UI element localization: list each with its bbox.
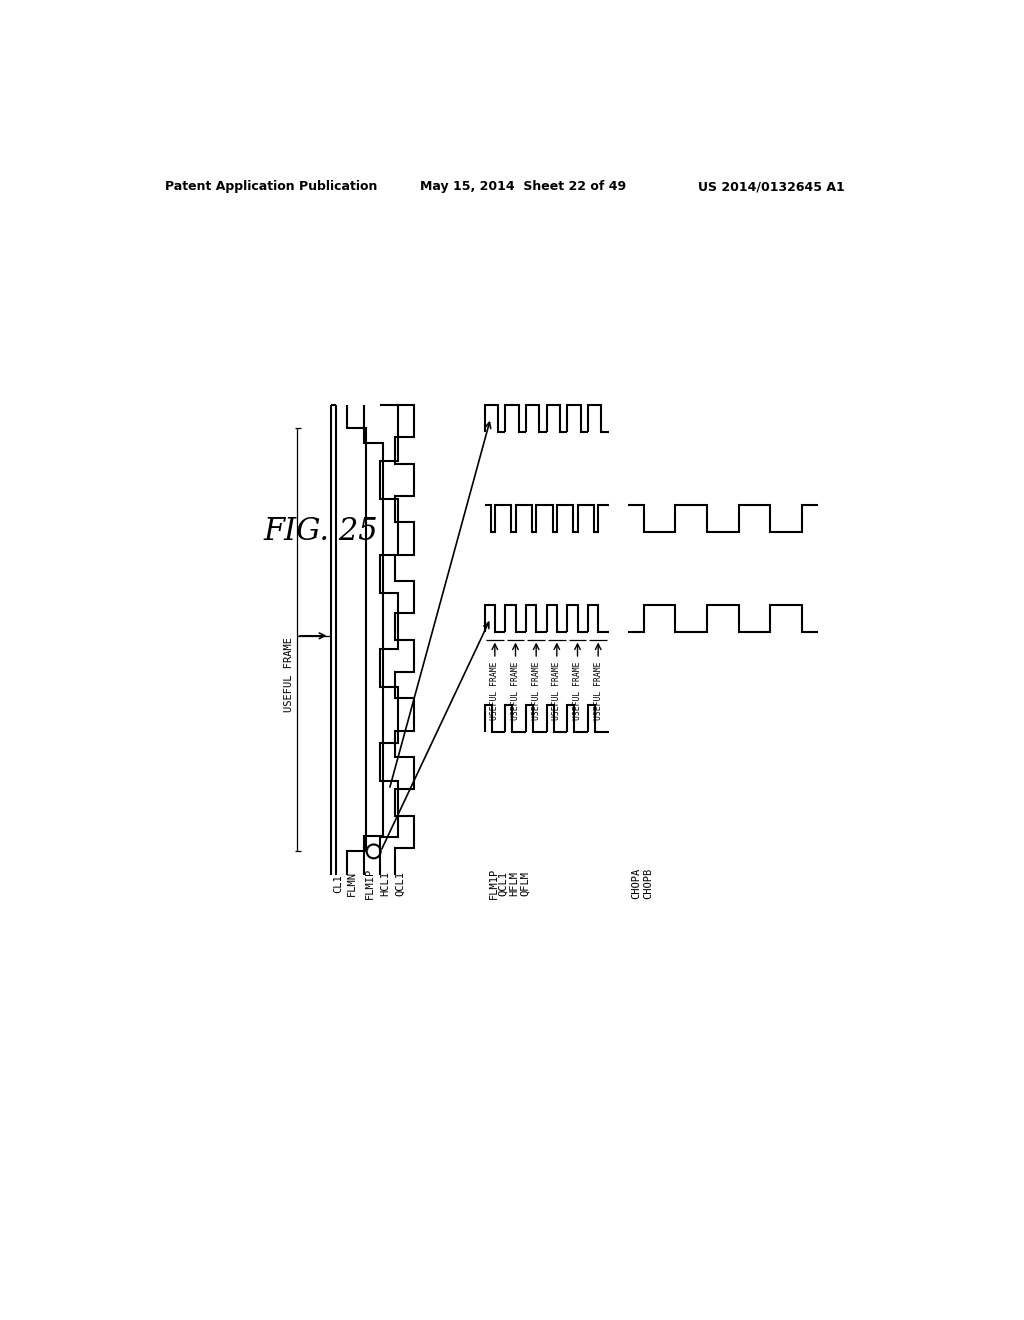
Text: HFLM: HFLM <box>509 871 519 896</box>
Text: CHOPB: CHOPB <box>643 869 653 899</box>
Text: USEFUL FRAME: USEFUL FRAME <box>511 661 520 719</box>
Text: QCL1: QCL1 <box>395 871 406 896</box>
Text: US 2014/0132645 A1: US 2014/0132645 A1 <box>698 181 845 194</box>
Text: USEFUL FRAME: USEFUL FRAME <box>490 661 500 719</box>
Text: FLM1P: FLM1P <box>488 869 499 899</box>
Text: QFLM: QFLM <box>520 871 530 896</box>
Text: USEFUL FRAME: USEFUL FRAME <box>285 636 294 711</box>
Text: CHOPA: CHOPA <box>632 869 642 899</box>
Text: USEFUL FRAME: USEFUL FRAME <box>594 661 603 719</box>
Text: QCL1: QCL1 <box>499 871 509 896</box>
Text: Patent Application Publication: Patent Application Publication <box>165 181 378 194</box>
Text: FLMIP: FLMIP <box>365 869 375 899</box>
Text: USEFUL FRAME: USEFUL FRAME <box>531 661 541 719</box>
Text: FIG. 25: FIG. 25 <box>263 516 378 548</box>
Text: May 15, 2014  Sheet 22 of 49: May 15, 2014 Sheet 22 of 49 <box>420 181 627 194</box>
Text: CL1: CL1 <box>334 874 343 894</box>
Text: USEFUL FRAME: USEFUL FRAME <box>573 661 582 719</box>
Text: HCL1: HCL1 <box>380 871 390 896</box>
Text: FLMN: FLMN <box>347 871 357 896</box>
Text: USEFUL FRAME: USEFUL FRAME <box>552 661 561 719</box>
